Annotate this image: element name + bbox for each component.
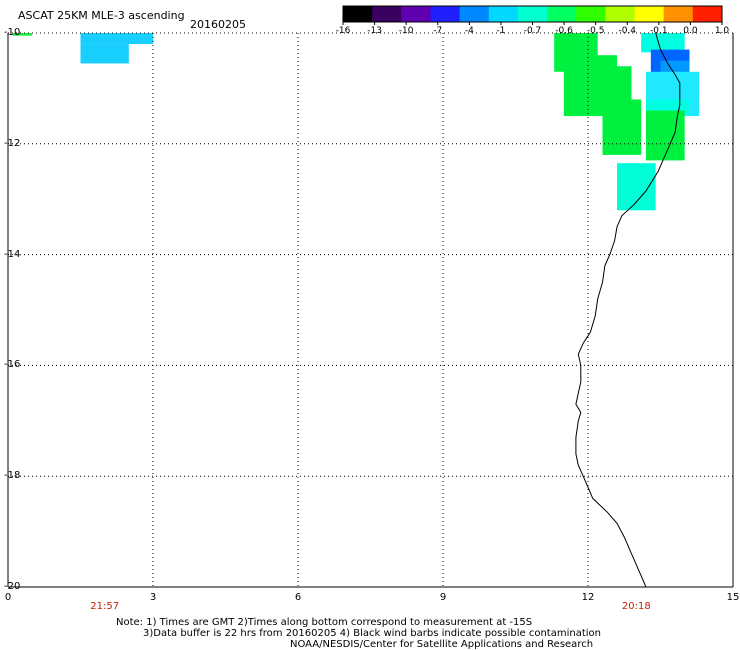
wind-cell bbox=[602, 99, 642, 155]
wind-cell bbox=[80, 44, 129, 64]
colorbar-label: -13 bbox=[367, 26, 382, 36]
x-axis-label: 9 bbox=[439, 592, 447, 603]
colorbar-segment bbox=[401, 6, 431, 22]
x-axis-label: 6 bbox=[294, 592, 302, 603]
colorbar-segment bbox=[343, 6, 373, 22]
colorbar-label: -7 bbox=[433, 26, 443, 36]
wind-cell bbox=[617, 163, 656, 211]
colorbar-segment bbox=[459, 6, 490, 22]
time-label: 20:18 bbox=[621, 601, 651, 612]
y-axis-label: -16 bbox=[4, 359, 21, 371]
coastline bbox=[575, 32, 681, 588]
colorbar-label: -0.6 bbox=[555, 26, 573, 36]
colorbar-segment bbox=[692, 6, 723, 22]
wind-cell bbox=[646, 110, 685, 161]
y-axis-label: -14 bbox=[4, 248, 21, 260]
colorbar bbox=[342, 5, 723, 25]
note-line-3: NOAA/NESDIS/Center for Satellite Applica… bbox=[290, 639, 594, 650]
colorbar-segment bbox=[605, 6, 636, 22]
y-axis-label: -18 bbox=[4, 470, 21, 482]
colorbar-segment bbox=[488, 6, 519, 22]
note-line-1: Note: 1) Times are GMT 2)Times along bot… bbox=[116, 617, 533, 628]
wind-cells bbox=[12, 33, 700, 211]
colorbar-segment bbox=[547, 6, 577, 22]
colorbar-label: 0.0 bbox=[683, 26, 698, 36]
colorbar-segment bbox=[517, 6, 548, 22]
x-axis-label: 0 bbox=[4, 592, 12, 603]
colorbar-label: -0.5 bbox=[586, 26, 605, 36]
map-date: 20160205 bbox=[190, 18, 246, 31]
colorbar-segment bbox=[372, 6, 402, 22]
y-axis-label: -10 bbox=[4, 27, 21, 38]
colorbar-label: -0.1 bbox=[650, 26, 668, 36]
colorbar-label: -0.7 bbox=[523, 26, 542, 36]
x-axis-label: 12 bbox=[581, 592, 595, 603]
colorbar-segment bbox=[576, 6, 606, 22]
map-title: ASCAT 25KM MLE-3 ascending bbox=[18, 9, 185, 22]
wind-cell bbox=[12, 33, 33, 36]
colorbar-label: -0.4 bbox=[618, 26, 637, 36]
colorbar-label: -1 bbox=[496, 26, 506, 36]
grid-lines bbox=[8, 32, 733, 587]
colorbar-segment bbox=[430, 6, 461, 22]
y-axis-label: -12 bbox=[4, 137, 21, 149]
colorbar-label: 1.0 bbox=[714, 26, 730, 36]
wind-cell bbox=[80, 33, 153, 45]
x-axis-label: 15 bbox=[726, 592, 740, 603]
y-axis-label: -20 bbox=[4, 581, 21, 592]
wind-cell bbox=[602, 66, 632, 106]
colorbar-label: -10 bbox=[398, 26, 414, 36]
colorbar-label: -16 bbox=[335, 26, 351, 36]
wind-cell bbox=[641, 33, 685, 53]
colorbar-segment bbox=[634, 6, 665, 22]
time-label: 21:57 bbox=[90, 601, 120, 612]
note-line-2: 3)Data buffer is 22 hrs from 20160205 4)… bbox=[143, 628, 601, 639]
colorbar-label: -4 bbox=[464, 26, 474, 36]
colorbar-segment bbox=[663, 6, 694, 22]
x-axis-label: 3 bbox=[149, 592, 157, 603]
